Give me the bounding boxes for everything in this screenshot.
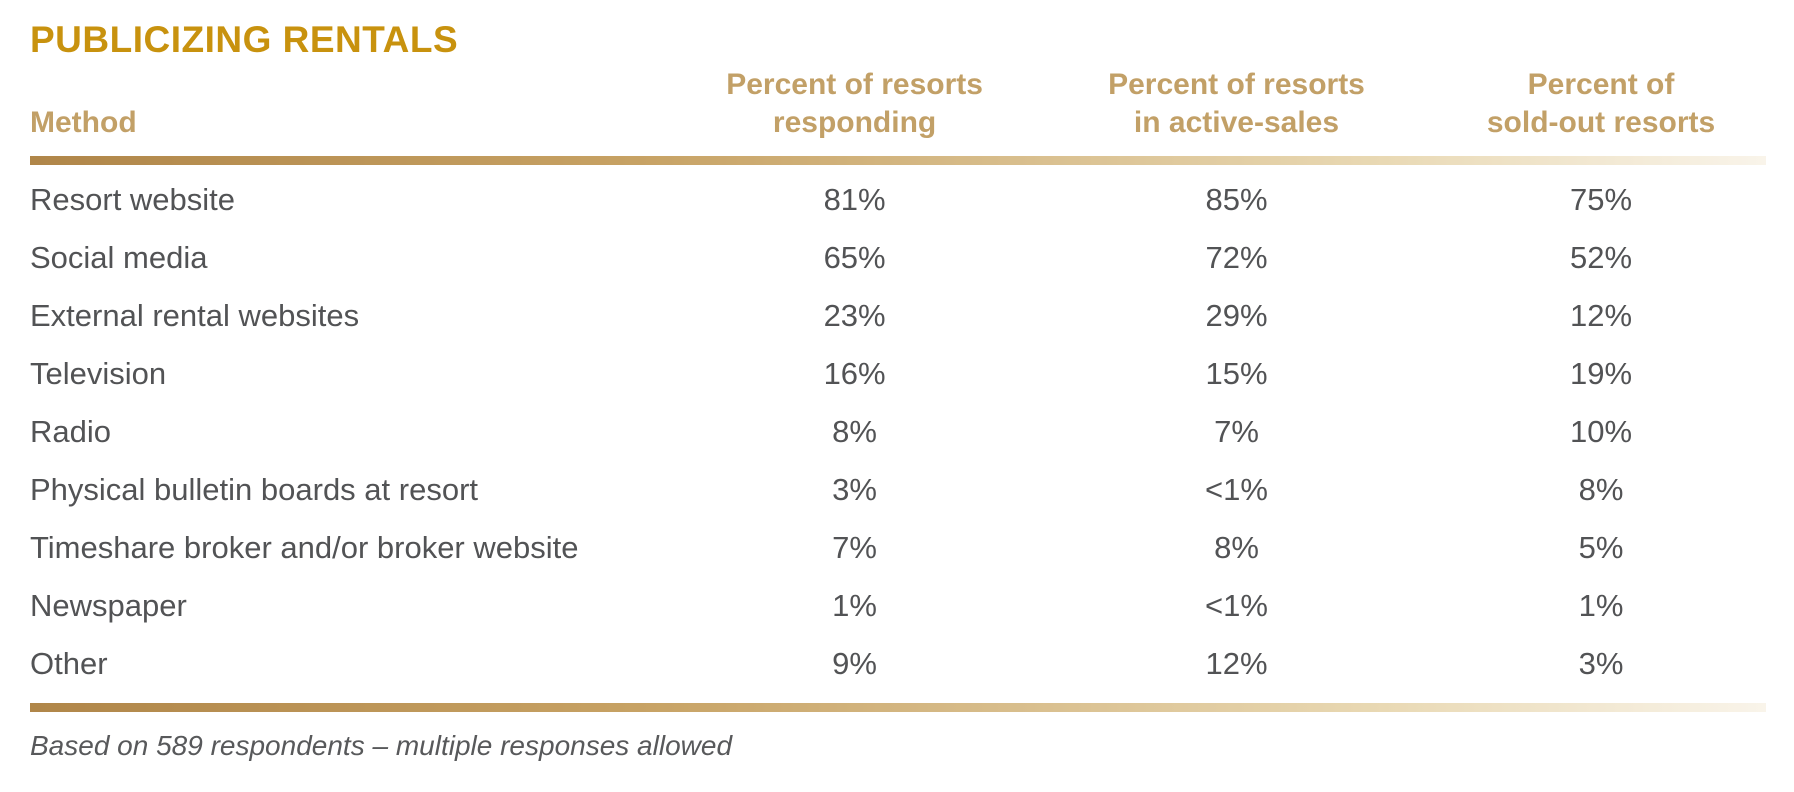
responding-cell: 81%: [823, 182, 886, 217]
page-title: PUBLICIZING RENTALS: [30, 19, 459, 60]
table-row: Physical bulletin boards at resort 3% <1…: [30, 461, 1766, 519]
header-divider-rule: [30, 156, 1766, 165]
sold-out-cell: 3%: [1578, 646, 1624, 681]
active-sales-cell: 29%: [1205, 298, 1268, 333]
sold-out-cell: 1%: [1578, 588, 1624, 623]
sold-out-cell: 5%: [1578, 530, 1624, 565]
column-header-responding: Percent of resorts responding: [726, 68, 983, 139]
active-sales-cell: 15%: [1205, 356, 1268, 391]
active-sales-cell: <1%: [1205, 588, 1268, 623]
table-row: Social media 65% 72% 52%: [30, 229, 1766, 287]
method-cell: Newspaper: [30, 588, 187, 623]
active-sales-cell: 85%: [1205, 182, 1268, 217]
method-cell: Resort website: [30, 182, 236, 217]
responding-cell: 1%: [832, 588, 877, 623]
table-row: Radio 8% 7% 10%: [30, 403, 1766, 461]
responding-cell: 8%: [832, 414, 877, 449]
method-cell: Other: [30, 646, 108, 681]
sold-out-cell: 52%: [1570, 240, 1633, 275]
method-cell: Timeshare broker and/or broker website: [30, 530, 579, 565]
method-cell: External rental websites: [30, 298, 360, 333]
table-row: Newspaper 1% <1% 1%: [30, 577, 1766, 635]
footer-divider-rule: [30, 703, 1766, 712]
responding-cell: 16%: [823, 356, 886, 391]
footnote: Based on 589 respondents – multiple resp…: [30, 730, 733, 761]
table-header-row: Method Percent of resorts responding Per…: [30, 66, 1766, 142]
responding-cell: 65%: [823, 240, 886, 275]
method-cell: Social media: [30, 240, 208, 275]
method-cell: Television: [30, 356, 167, 391]
column-header-active-sales: Percent of resorts in active-sales: [1108, 68, 1365, 139]
sold-out-cell: 75%: [1570, 182, 1633, 217]
table-body: Resort website 81% 85% 75% Social media …: [30, 165, 1766, 693]
responding-cell: 7%: [832, 530, 877, 565]
method-cell: Physical bulletin boards at resort: [30, 472, 479, 507]
active-sales-cell: 7%: [1214, 414, 1259, 449]
sold-out-cell: 10%: [1570, 414, 1633, 449]
table-row: External rental websites 23% 29% 12%: [30, 287, 1766, 345]
table-row: Other 9% 12% 3%: [30, 635, 1766, 693]
table-row: Television 16% 15% 19%: [30, 345, 1766, 403]
column-header-method: Method: [30, 106, 137, 139]
responding-cell: 3%: [832, 472, 877, 507]
active-sales-cell: 8%: [1214, 530, 1259, 565]
active-sales-cell: 12%: [1205, 646, 1268, 681]
method-cell: Radio: [30, 414, 111, 449]
sold-out-cell: 8%: [1578, 472, 1624, 507]
table-row: Timeshare broker and/or broker website 7…: [30, 519, 1766, 577]
table-row: Resort website 81% 85% 75%: [30, 171, 1766, 229]
active-sales-cell: 72%: [1205, 240, 1268, 275]
sold-out-cell: 12%: [1570, 298, 1633, 333]
sold-out-cell: 19%: [1570, 356, 1633, 391]
responding-cell: 23%: [823, 298, 886, 333]
responding-cell: 9%: [832, 646, 877, 681]
column-header-sold-out: Percent of sold-out resorts: [1486, 68, 1716, 139]
active-sales-cell: <1%: [1205, 472, 1268, 507]
